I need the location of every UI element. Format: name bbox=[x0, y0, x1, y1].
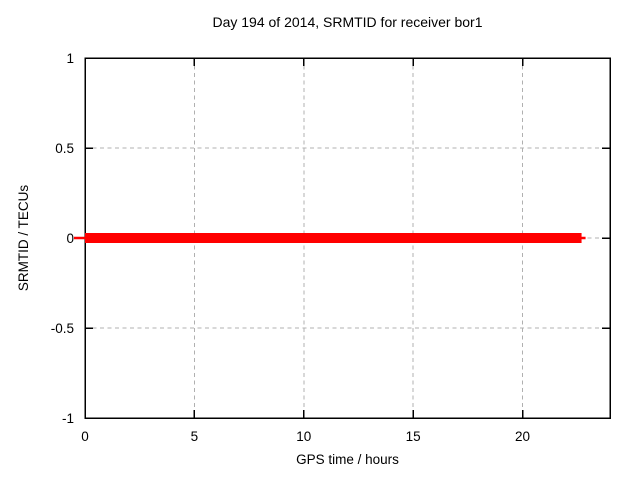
x-tick-label: 20 bbox=[515, 429, 530, 444]
y-tick-label: 0.5 bbox=[55, 141, 74, 156]
y-tick-label: -1 bbox=[62, 411, 74, 426]
x-tick-label: 10 bbox=[296, 429, 311, 444]
y-tick-label: 1 bbox=[66, 51, 74, 66]
y-tick-label: -0.5 bbox=[51, 321, 74, 336]
chart-title: Day 194 of 2014, SRMTID for receiver bor… bbox=[212, 14, 483, 30]
y-tick-label: 0 bbox=[66, 231, 74, 246]
x-tick-label: 5 bbox=[191, 429, 199, 444]
x-tick-label: 15 bbox=[406, 429, 421, 444]
x-tick-label: 0 bbox=[81, 429, 89, 444]
x-axis-label: GPS time / hours bbox=[296, 452, 399, 467]
y-axis-label: SRMTID / TECUs bbox=[16, 184, 31, 292]
